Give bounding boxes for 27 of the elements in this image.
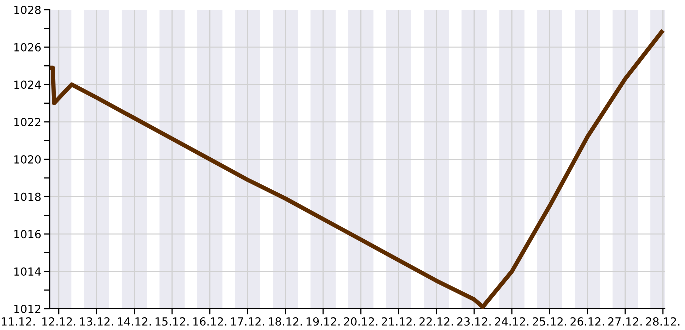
x-tick-label: 24.12.	[495, 318, 529, 326]
x-tick-label: 20.12.	[344, 318, 378, 326]
y-tick-label: 1012	[14, 304, 41, 314]
y-tick-label: 1028	[14, 6, 41, 14]
y-tick-label: 1026	[14, 43, 41, 52]
y-tick-label: 1016	[14, 230, 41, 239]
y-tick-label: 1014	[14, 268, 42, 276]
x-tick-label: 22.12.	[420, 318, 454, 326]
x-tick-label: 28.12.	[646, 318, 680, 326]
text: 11.12.	[2, 318, 35, 326]
x-tick-label: 26.12.	[570, 318, 604, 326]
x-tick-label: 25.12.	[533, 318, 566, 326]
y-tick-label: 1022	[14, 118, 41, 127]
x-tick-label: 21.12.	[382, 318, 416, 326]
x-tick-label: 17.12.	[231, 318, 264, 326]
x-tick-label: 23.12.	[458, 318, 491, 326]
x-tick-label: 13.12.	[80, 318, 114, 326]
x-tick-label: 15.12.	[156, 318, 189, 326]
x-tick-label: 12.12.	[42, 318, 76, 326]
x-tick-label: 19.12.	[306, 318, 340, 326]
y-tick-label: 1018	[14, 192, 41, 202]
x-tick-label: 16.12.	[194, 318, 227, 326]
x-tick-label: 18.12.	[269, 318, 302, 326]
x-tick-label: 27.12.	[608, 318, 642, 326]
y-tick-label: 1024	[14, 80, 42, 90]
x-tick-label: 14.12.	[118, 318, 152, 326]
y-tick-label: 1020	[14, 155, 41, 164]
